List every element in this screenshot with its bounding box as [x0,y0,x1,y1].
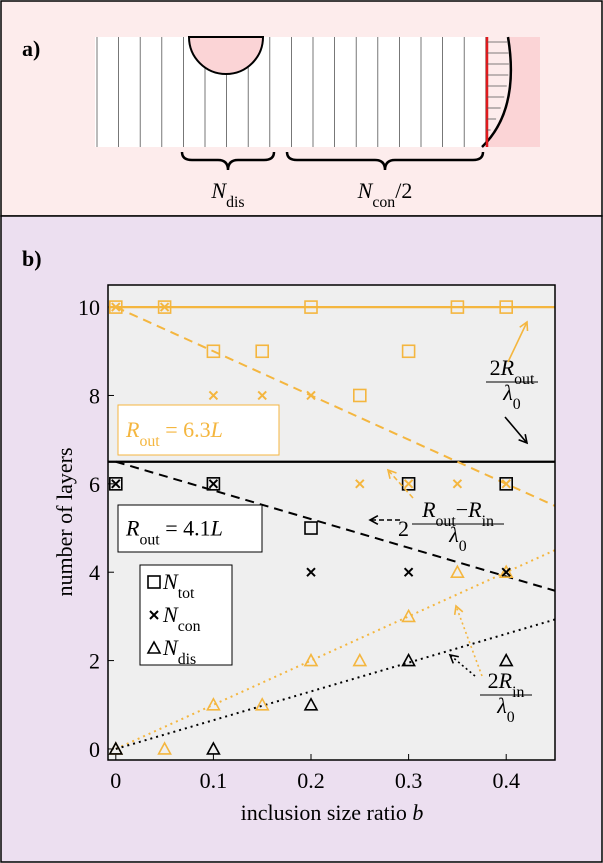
text-part: λ [496,693,507,718]
text-part: out [139,531,160,548]
y-tick-label: 8 [89,383,100,408]
text-part: in [482,513,494,530]
y-tick-label: 2 [89,649,100,674]
text-part: out [139,433,160,450]
text-part: N [162,602,179,627]
x-tick-label: 0.1 [200,768,228,793]
y-tick-label: 10 [78,295,100,320]
text-part: 0 [513,396,521,413]
text-part: in [512,684,524,701]
text-part: con [178,618,201,635]
text-part: = 6.3 [160,417,211,442]
text-part: = 4.1 [160,516,211,541]
y-tick-label: 6 [89,472,100,497]
figure: a) Ndis Ncon/2 b) number of layers inclu… [0,0,603,863]
text-part: − [456,497,468,522]
y-axis-label: number of layers [52,447,77,596]
text-part: R [125,417,140,442]
x-tick-label: 0.3 [395,768,423,793]
x-tick-label: 0.2 [297,768,325,793]
x-tick-label: 0.4 [492,768,520,793]
y-tick-label: 0 [89,737,100,762]
text-part: N [162,569,179,594]
text-part: L [210,417,223,442]
page: a) Ndis Ncon/2 b) number of layers inclu… [0,0,603,863]
y-tick-label: 4 [89,560,100,585]
text-part: R [498,668,513,693]
text-part: /2 [395,178,412,203]
text-part: λ [502,380,513,405]
text-part: b [412,800,423,825]
text-part: 2 [490,355,501,380]
text-part: dis [226,194,244,211]
text-part: 2 [488,668,499,693]
text-part: R [125,516,140,541]
text-part: 0 [459,538,467,555]
x-tick-label: 0 [110,768,121,793]
text-part: N [210,178,227,203]
text-part: tot [178,585,195,602]
text-part: λ [448,522,459,547]
text-part: L [210,516,223,541]
text-part: N [162,635,179,660]
panel-label: a) [22,36,40,61]
x-axis-label: inclusion size ratio b [241,800,424,825]
text-part: N [357,178,374,203]
text-part: R [421,497,436,522]
text-part: 0 [507,709,515,726]
text-part: con [372,194,395,211]
text-part: R [500,355,515,380]
text-part: dis [178,651,196,668]
text-part: R [467,497,482,522]
text-part: out [514,371,535,388]
text-part: inclusion size ratio [241,800,413,825]
panel-label: b) [22,246,42,271]
